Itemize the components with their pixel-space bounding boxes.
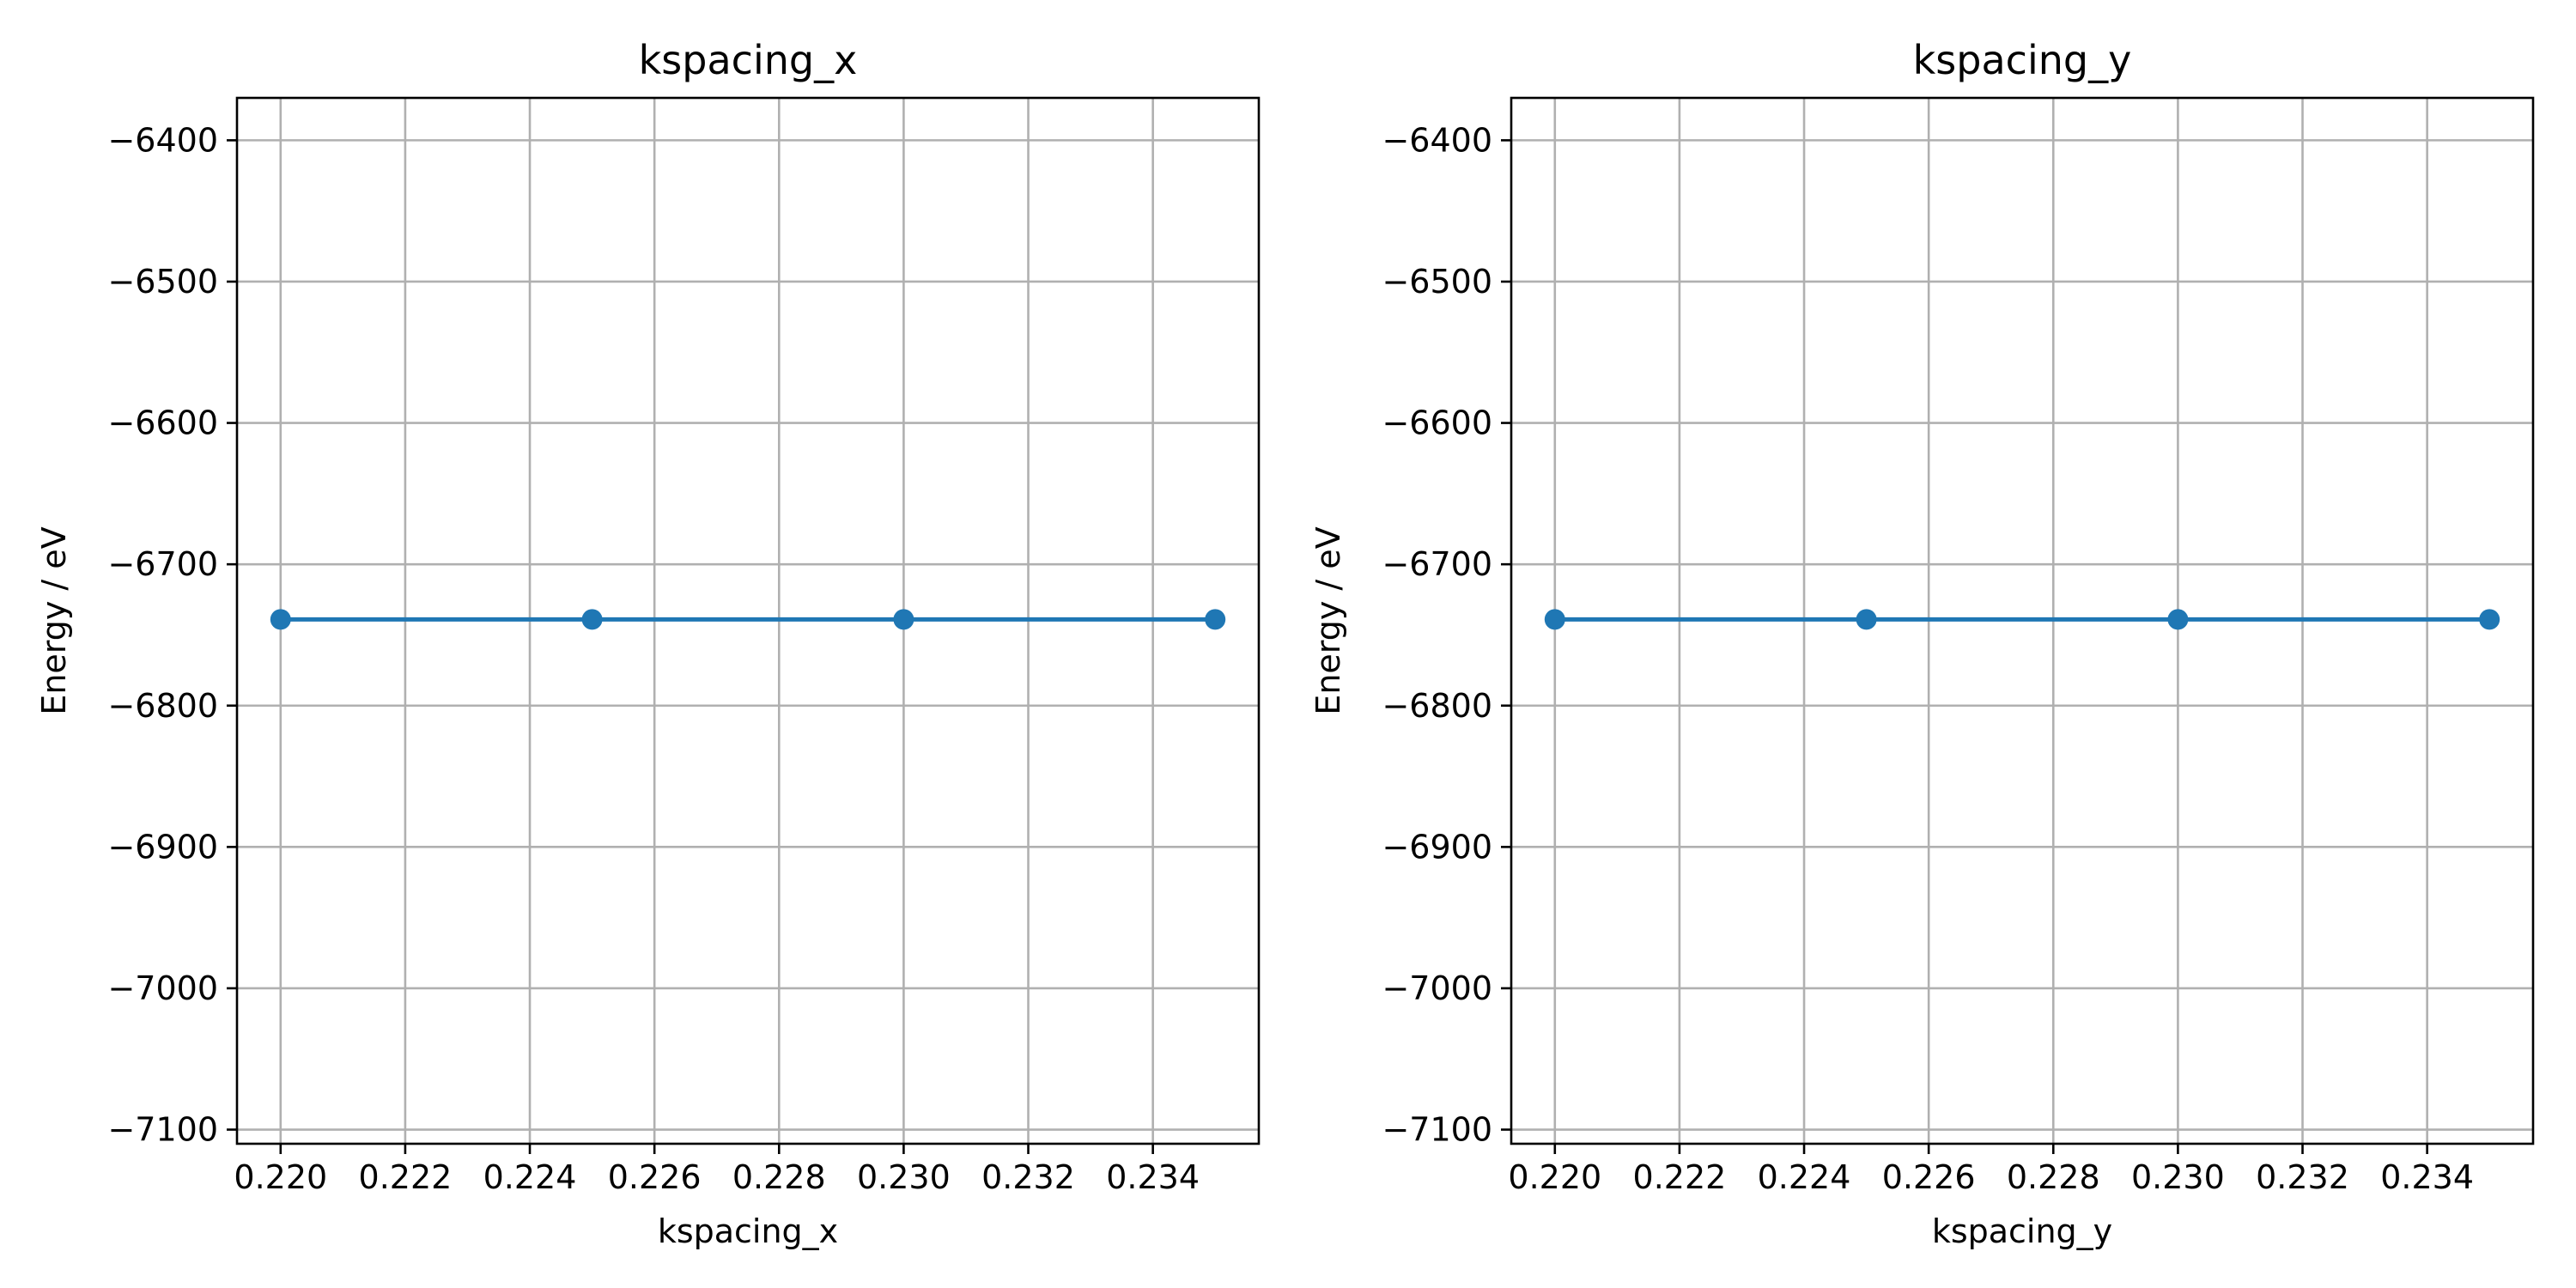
x-ticks: 0.220 0.222 0.224 0.226 0.228 0.230 0.232 0.234 bbox=[234, 1144, 1200, 1196]
y-tick-label: −6700 bbox=[1382, 545, 1492, 583]
y-tick-label: −6700 bbox=[107, 545, 218, 583]
y-axis-label: Energy / eV bbox=[1309, 526, 1347, 714]
x-tick-label: 0.226 bbox=[608, 1158, 702, 1196]
y-tick-label: −6600 bbox=[1382, 404, 1492, 442]
data-point bbox=[893, 609, 914, 630]
x-tick-label: 0.220 bbox=[234, 1158, 327, 1196]
x-tick-label: 0.220 bbox=[1508, 1158, 1601, 1196]
y-tick-label: −6800 bbox=[1382, 687, 1492, 725]
y-tick-label: −6400 bbox=[1382, 121, 1492, 159]
y-tick-label: −6800 bbox=[107, 687, 218, 725]
data-point bbox=[2167, 609, 2189, 630]
x-tick-label: 0.222 bbox=[359, 1158, 453, 1196]
y-axis-label: Energy / eV bbox=[35, 526, 73, 714]
y-tick-label: −7100 bbox=[1382, 1111, 1492, 1149]
y-tick-label: −6500 bbox=[1382, 263, 1492, 301]
x-tick-label: 0.224 bbox=[483, 1158, 577, 1196]
y-ticks: −6400 −6500 −6600 −6700 −6800 −6900 −7000 −7100 bbox=[107, 121, 237, 1149]
y-tick-label: −6900 bbox=[107, 828, 218, 866]
x-tick-label: 0.234 bbox=[1106, 1158, 1200, 1196]
x-tick-label: 0.230 bbox=[857, 1158, 951, 1196]
data-point bbox=[581, 609, 603, 630]
y-tick-label: −6900 bbox=[1382, 828, 1492, 866]
subplot-kspacing-y: 0.220 0.222 0.224 0.226 0.228 0.230 0.232 0.234… bbox=[1309, 37, 2535, 1250]
axes-frame bbox=[1510, 96, 2535, 1145]
axes-frame bbox=[235, 96, 1261, 1145]
chart-title: kspacing_y bbox=[1913, 37, 2132, 83]
series-markers bbox=[1544, 609, 2500, 630]
data-point bbox=[2479, 609, 2500, 630]
x-axis-label: kspacing_x bbox=[658, 1212, 838, 1250]
x-axis-label: kspacing_y bbox=[1932, 1212, 2112, 1250]
x-ticks: 0.220 0.222 0.224 0.226 0.228 0.230 0.232 0.234 bbox=[1508, 1144, 2474, 1196]
x-tick-label: 0.222 bbox=[1633, 1158, 1727, 1196]
x-tick-label: 0.228 bbox=[2007, 1158, 2100, 1196]
data-point bbox=[1856, 609, 1877, 630]
y-tick-label: −6400 bbox=[107, 121, 218, 159]
y-ticks: −6400 −6500 −6600 −6700 −6800 −6900 −7000 −7100 bbox=[1382, 121, 1511, 1149]
series-markers bbox=[270, 609, 1226, 630]
y-tick-label: −7100 bbox=[107, 1111, 218, 1149]
x-tick-label: 0.230 bbox=[2131, 1158, 2225, 1196]
data-point bbox=[1205, 609, 1226, 630]
chart-title: kspacing_x bbox=[639, 37, 858, 83]
x-tick-label: 0.224 bbox=[1758, 1158, 1851, 1196]
x-tick-label: 0.234 bbox=[2380, 1158, 2474, 1196]
x-tick-label: 0.226 bbox=[1882, 1158, 1976, 1196]
x-tick-label: 0.232 bbox=[981, 1158, 1075, 1196]
y-tick-label: −7000 bbox=[107, 969, 218, 1007]
y-tick-label: −6500 bbox=[107, 263, 218, 301]
y-tick-label: −7000 bbox=[1382, 969, 1492, 1007]
x-tick-label: 0.232 bbox=[2256, 1158, 2349, 1196]
data-point bbox=[1544, 609, 1565, 630]
subplot-kspacing-x: 0.220 0.222 0.224 0.226 0.228 0.230 0.232 0.234… bbox=[35, 37, 1261, 1250]
data-point bbox=[270, 609, 291, 630]
x-tick-label: 0.228 bbox=[732, 1158, 826, 1196]
y-tick-label: −6600 bbox=[107, 404, 218, 442]
